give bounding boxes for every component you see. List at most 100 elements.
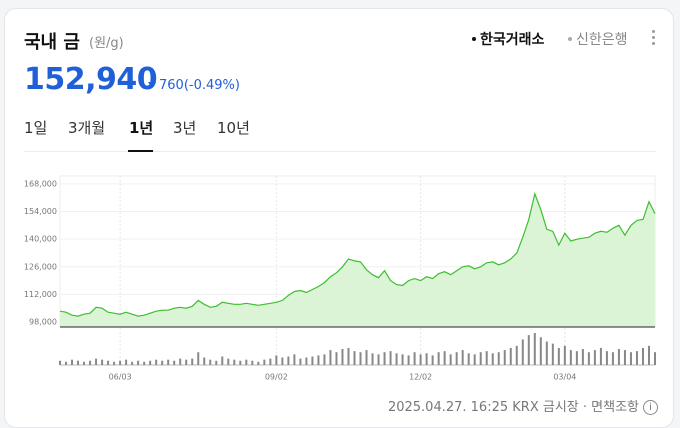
volume-bar xyxy=(539,337,542,365)
volume-bar xyxy=(191,358,194,365)
more-menu[interactable] xyxy=(652,30,656,48)
volume-bar xyxy=(179,358,182,365)
volume-bar xyxy=(89,360,92,365)
volume-bar xyxy=(347,347,350,365)
title: 국내 금 xyxy=(24,32,80,53)
volume-bar xyxy=(95,358,98,365)
volume-bar xyxy=(467,353,470,365)
volume-bar xyxy=(233,359,236,365)
volume-bar xyxy=(629,352,632,365)
tab[interactable]: 1일 xyxy=(24,119,48,137)
volume-bar xyxy=(359,352,362,365)
change: 760(-0.49%) xyxy=(148,78,240,93)
volume-bar xyxy=(287,356,290,365)
y-tick-label: 154,000 xyxy=(24,207,57,216)
volume-bar xyxy=(161,360,164,365)
volume-bar xyxy=(654,352,656,365)
volume-bar xyxy=(317,355,320,365)
x-tick-label: 06/03 xyxy=(109,373,132,382)
volume-bar xyxy=(119,360,122,365)
market: KRX 금시장 xyxy=(512,400,579,415)
volume-bar xyxy=(329,350,332,365)
volume-bar xyxy=(323,354,326,365)
volume-bar xyxy=(275,355,278,365)
volume-bar xyxy=(527,335,530,365)
volume-bar xyxy=(131,361,134,365)
volume-bar xyxy=(101,359,104,365)
volume-bar xyxy=(173,360,176,365)
volume-bar xyxy=(401,354,404,365)
volume-bar xyxy=(425,353,428,365)
y-tick-label: 126,000 xyxy=(24,262,57,271)
volume-bar xyxy=(83,361,86,365)
volume-bar xyxy=(485,351,488,365)
volume-bar xyxy=(185,359,188,365)
volume-bar xyxy=(149,360,152,365)
y-tick-label: 112,000 xyxy=(24,290,57,299)
volume-bar xyxy=(623,350,626,365)
volume-bar xyxy=(263,359,266,365)
volume-bar xyxy=(617,349,620,365)
volume-bar xyxy=(641,347,644,365)
tab[interactable]: 10년 xyxy=(217,119,250,137)
volume-bar xyxy=(395,353,398,365)
volume-bar xyxy=(413,352,416,365)
volume-bar xyxy=(167,359,170,365)
volume-bar xyxy=(635,351,638,365)
source-option[interactable]: 한국거래소 xyxy=(472,29,544,49)
volume-bar xyxy=(215,360,218,365)
volume-bar xyxy=(611,352,614,365)
y-tick-label: 168,000 xyxy=(24,179,57,188)
volume-bar xyxy=(137,360,140,365)
volume-bar xyxy=(593,350,596,365)
tab[interactable]: 1년 xyxy=(129,119,154,137)
volume-bar xyxy=(581,349,584,365)
volume-bar xyxy=(443,351,446,365)
volume-bar xyxy=(143,361,146,365)
volume-bar xyxy=(389,351,392,365)
volume-bar xyxy=(575,351,578,365)
volume-bar xyxy=(77,360,80,365)
volume-bar xyxy=(365,350,368,365)
x-tick-label: 09/02 xyxy=(265,373,288,382)
volume-bar xyxy=(107,360,110,365)
y-tick-label: 140,000 xyxy=(24,235,57,244)
source-option[interactable]: 신한은행 xyxy=(568,29,628,49)
x-tick-label: 12/02 xyxy=(409,373,432,382)
volume-bar xyxy=(341,349,344,365)
volume-bar xyxy=(239,360,242,365)
unit: (원/g) xyxy=(89,36,124,51)
volume-bar xyxy=(461,350,464,365)
volume-bar xyxy=(251,360,254,365)
tab-indicator xyxy=(128,150,153,152)
volume-bar xyxy=(509,347,512,365)
volume-bar xyxy=(419,354,422,365)
volume-bar xyxy=(371,353,374,365)
volume-bar xyxy=(479,352,482,365)
volume-bar xyxy=(449,354,452,365)
chart: 98,000 112,000 126,000 140,000 154,000 168,00… xyxy=(24,175,656,382)
tab[interactable]: 3개월 xyxy=(68,119,106,137)
volume-bar xyxy=(383,352,386,365)
volume-bar xyxy=(455,352,458,365)
source-label[interactable]: 한국거래소 xyxy=(480,32,545,48)
volume-bar xyxy=(281,357,284,365)
info-icon[interactable]: i xyxy=(643,400,658,415)
volume-bar xyxy=(569,350,572,365)
volume-bar xyxy=(545,341,548,365)
volume-bar xyxy=(155,359,158,365)
disclaimer[interactable]: 면책조항 xyxy=(591,400,639,415)
volume-bar xyxy=(353,351,356,365)
volume-bar xyxy=(587,352,590,365)
volume-bar xyxy=(293,354,296,365)
divider xyxy=(24,151,656,152)
volume-bar xyxy=(257,361,260,365)
footer: 2025.04.27. 16:25 KRX 금시장 · 면책조항 i xyxy=(388,396,658,415)
tab[interactable]: 3년 xyxy=(173,119,197,137)
volume-bar xyxy=(113,361,116,365)
volume-bar xyxy=(197,352,200,365)
volume-bar xyxy=(65,361,68,365)
volume-bar xyxy=(203,357,206,365)
source-label[interactable]: 신한은행 xyxy=(576,32,628,48)
